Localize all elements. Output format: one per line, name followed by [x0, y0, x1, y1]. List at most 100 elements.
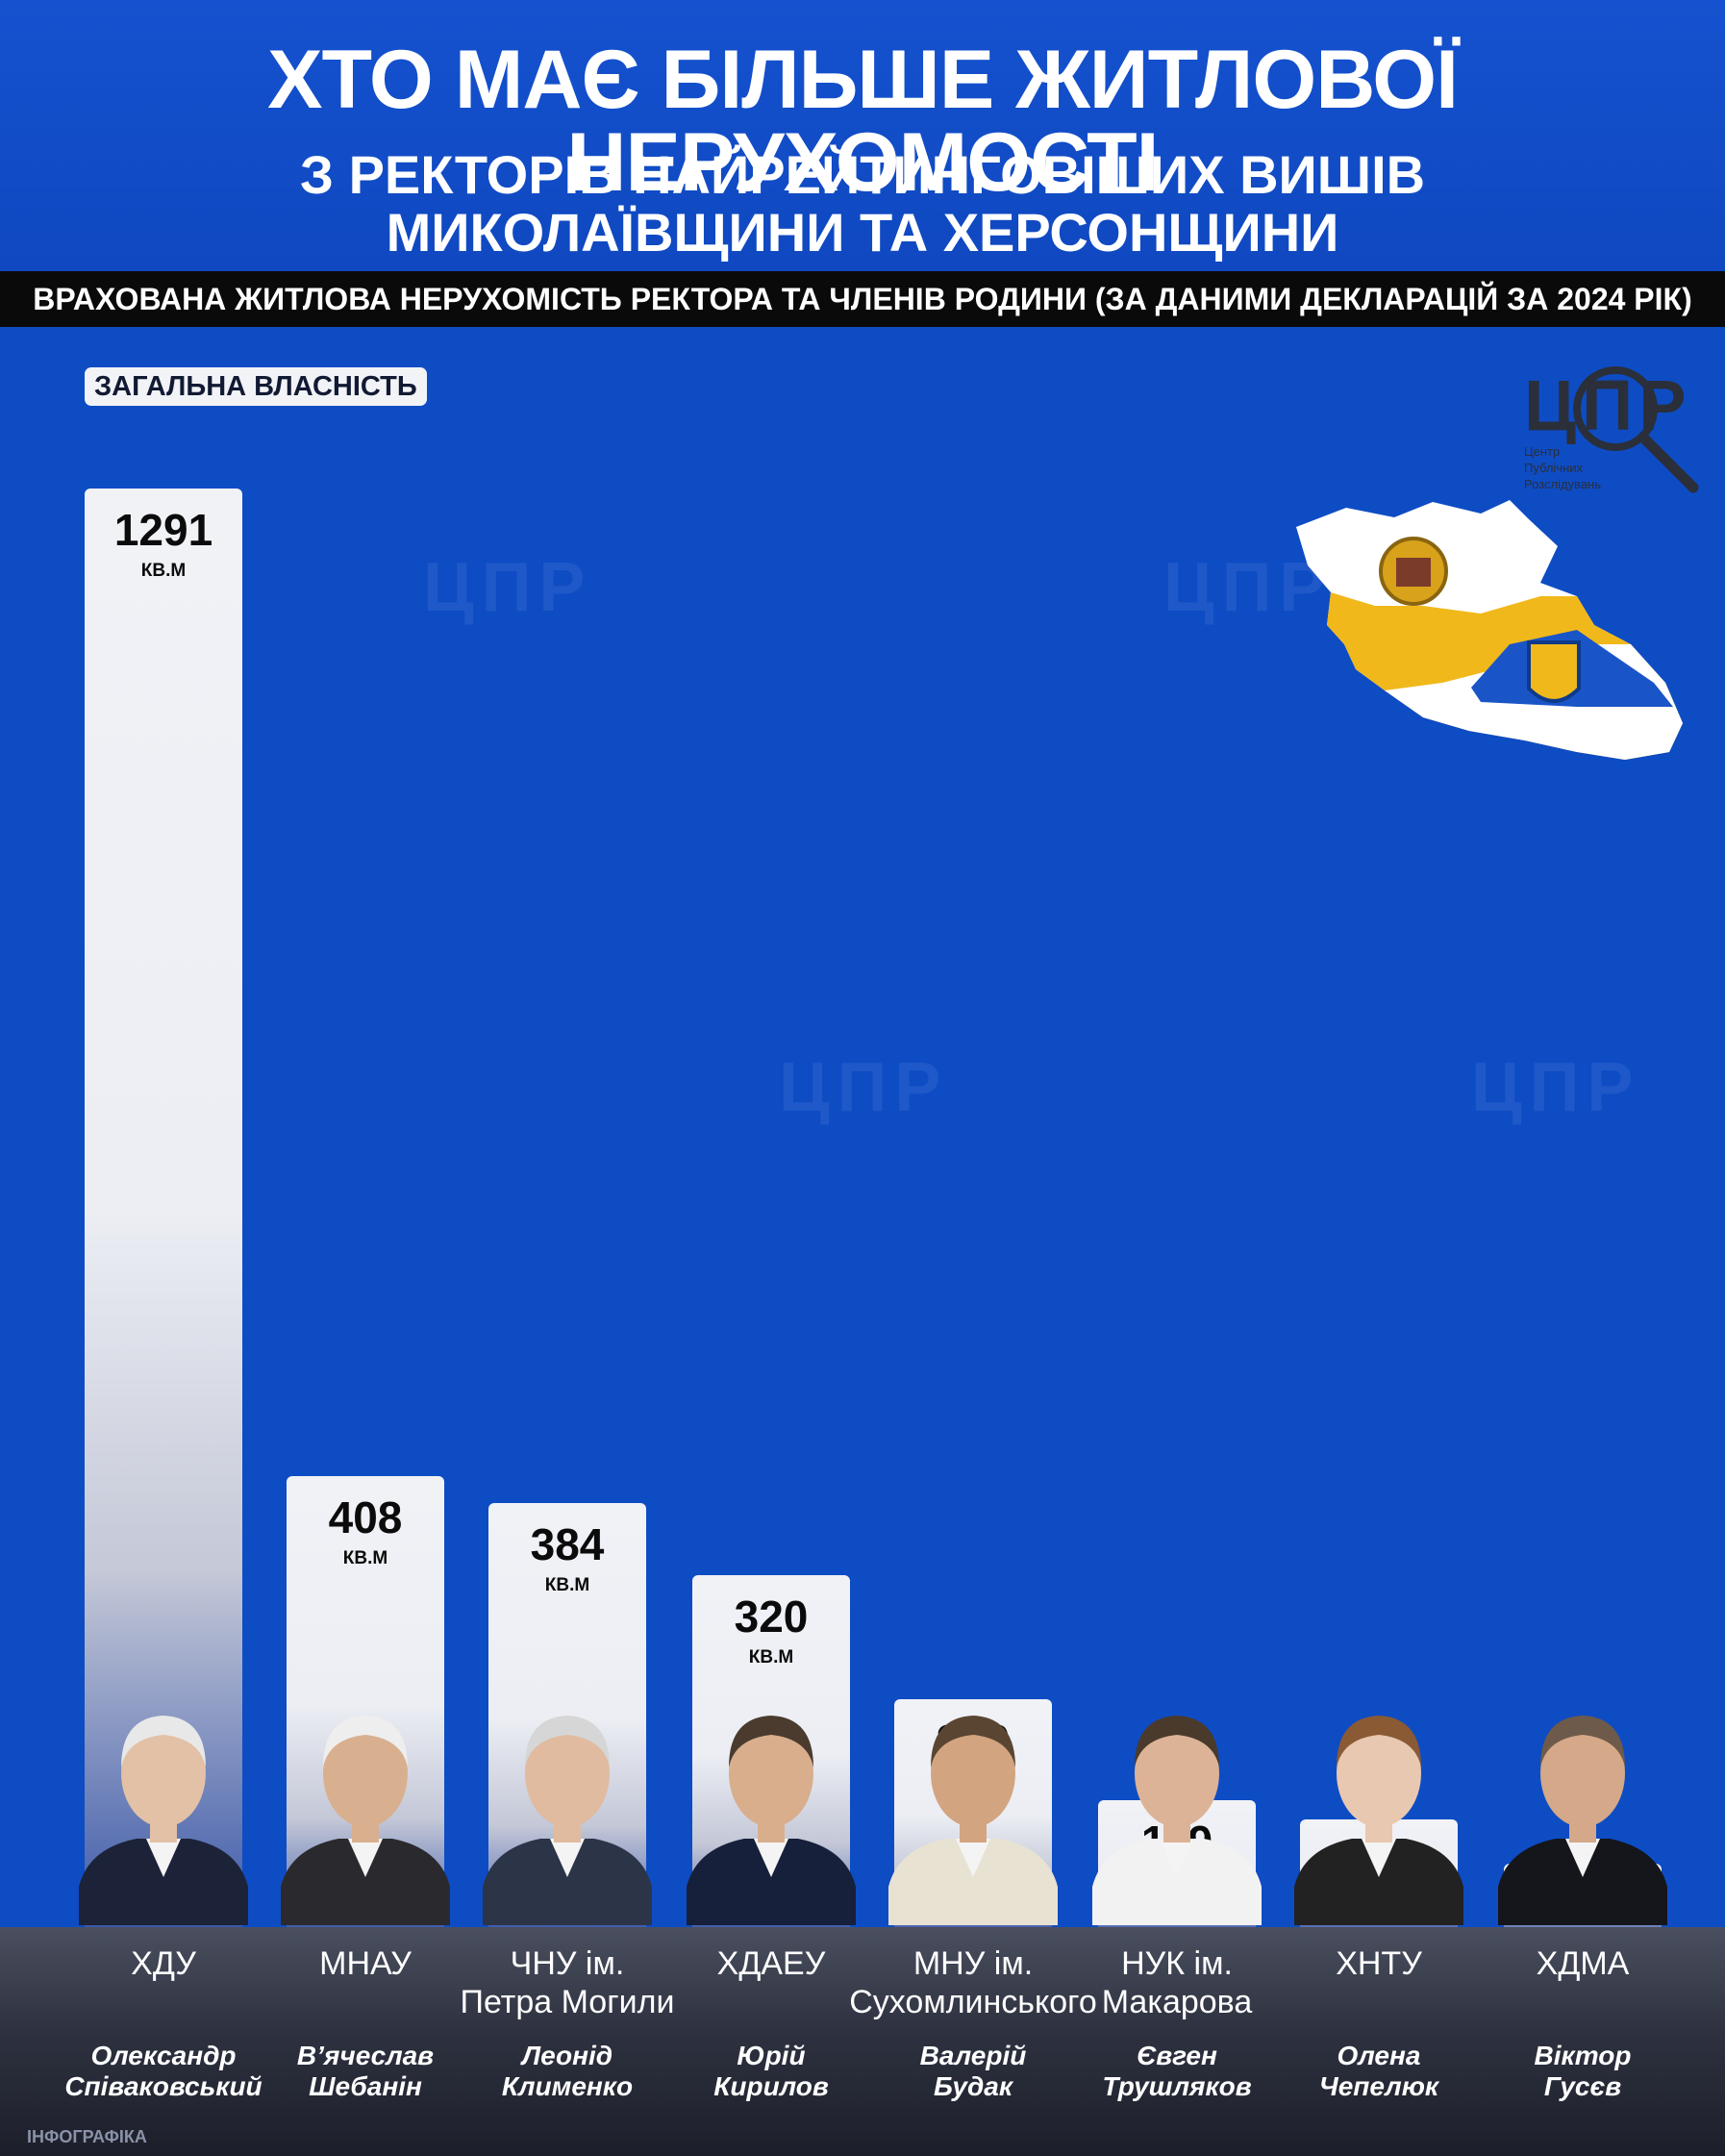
rector-first-name: Валерій [919, 2041, 1027, 2070]
rector-name: Віктор Гусєв [1458, 2041, 1708, 2102]
category-label-line-1: МНАУ [319, 1945, 412, 1982]
photo-face [931, 1719, 1015, 1827]
rector-photo [1294, 1716, 1463, 1925]
magnifier-icon [1573, 366, 1699, 493]
photo-hair [729, 1716, 813, 1767]
photo-torso [1498, 1839, 1667, 1925]
photo-hair [121, 1716, 206, 1767]
cpr-logo: ЦПР Центр Публічних Розслідувань [1524, 365, 1699, 493]
footer-band [0, 1927, 1725, 2156]
page-subtitle: З РЕКТОРІВ НАЙРЕЙТИНГОВІШИХ ВИШІВ МИКОЛА… [0, 146, 1725, 262]
rector-last-name: Співаковський [64, 2071, 262, 2101]
category-label: ХДУ [38, 1944, 288, 1983]
rector-photo [79, 1716, 248, 1925]
category-label: ЧНУ ім. Петра Могили [442, 1944, 692, 2021]
subtitle-line-2: МИКОЛАЇВЩИНИ ТА ХЕРСОНЩИНИ [386, 202, 1339, 263]
category-label-line-2: Сухомлинського [849, 1984, 1097, 2020]
data-label: 408 [328, 1492, 403, 1543]
photo-hair [1540, 1716, 1625, 1767]
subtitle-strip: ВРАХОВАНА ЖИТЛОВА НЕРУХОМІСТЬ РЕКТОРА ТА… [0, 271, 1725, 327]
photo-hair [323, 1716, 408, 1767]
rector-photo [281, 1716, 450, 1925]
logo-sub-1: Центр [1524, 444, 1561, 459]
rector-photo [483, 1716, 652, 1925]
photo-face [323, 1719, 408, 1827]
category-label: МНАУ [240, 1944, 490, 1983]
rector-name: Валерій Будак [848, 2041, 1098, 2102]
rector-name: Леонід Клименко [442, 2041, 692, 2102]
photo-face [121, 1719, 206, 1827]
photo-face [1337, 1719, 1421, 1827]
category-label-line-1: МНУ ім. [912, 1945, 1034, 1982]
data-label: 320 [734, 1591, 809, 1642]
rector-first-name: Юрій [737, 2041, 806, 2070]
photo-collar [1160, 1839, 1194, 1877]
photo-torso [79, 1839, 248, 1925]
category-label-line-1: ХНТУ [1336, 1945, 1422, 1982]
category-label: МНУ ім. Сухомлинського [848, 1944, 1098, 2021]
subtitle-line-1: З РЕКТОРІВ НАЙРЕЙТИНГОВІШИХ ВИШІВ [299, 144, 1426, 205]
category-label: НУК ім. Макарова [1052, 1944, 1302, 2021]
photo-hair [525, 1716, 610, 1767]
watermark: ЦПР [1163, 549, 1334, 626]
bar [85, 489, 242, 1933]
photo-collar [1565, 1839, 1600, 1877]
watermark: ЦПР [1471, 1049, 1641, 1126]
header: ХТО МАЄ БІЛЬШЕ ЖИТЛОВОЇ НЕРУХОМОСТІ З РЕ… [0, 0, 1725, 271]
rector-first-name: В’ячеслав [296, 2041, 435, 2070]
category-label-line-2: Макарова [1101, 1984, 1253, 2020]
category-label-line-1: ХДМА [1536, 1945, 1630, 1982]
rector-last-name: Кирилов [713, 2071, 829, 2101]
category-label: ХНТУ [1254, 1944, 1504, 1983]
rector-name: Олександр Співаковський [38, 2041, 288, 2102]
rector-photo [1092, 1716, 1262, 1925]
data-unit-label: КВ.М [140, 561, 187, 581]
rector-last-name: Чепелюк [1318, 2071, 1439, 2101]
photo-collar [146, 1839, 181, 1877]
photo-torso [1294, 1839, 1463, 1925]
ownership-badge: ЗАГАЛЬНА ВЛАСНІСТЬ [85, 367, 427, 406]
category-label: ХДАЕУ [646, 1944, 896, 1983]
rector-first-name: Олена [1337, 2041, 1421, 2070]
photo-hair [1135, 1716, 1219, 1767]
photo-torso [687, 1839, 856, 1925]
photo-face [525, 1719, 610, 1827]
photo-hair [1337, 1716, 1421, 1767]
photo-collar [550, 1839, 585, 1877]
rector-name: Євген Трушляков [1052, 2041, 1302, 2102]
rector-first-name: Олександр [90, 2041, 237, 2070]
logo-text: ЦПР [1524, 365, 1692, 445]
rector-photo [1498, 1716, 1667, 1925]
data-label: 384 [530, 1519, 605, 1570]
photo-collar [956, 1839, 990, 1877]
rector-photo [888, 1716, 1058, 1925]
category-label: ХДМА [1458, 1944, 1708, 1983]
rector-name: В’ячеслав Шебанін [240, 2041, 490, 2102]
photo-torso [483, 1839, 652, 1925]
logo-sub-2: Публічних [1524, 461, 1584, 475]
data-label: 1291 [113, 505, 213, 555]
page-title: ХТО МАЄ БІЛЬШЕ ЖИТЛОВОЇ НЕРУХОМОСТІ [267, 34, 1459, 209]
data-unit-label: КВ.М [544, 1575, 590, 1596]
category-label-line-2: Петра Могили [460, 1984, 675, 2020]
data-unit-label: КВ.М [748, 1646, 794, 1667]
watermark: ЦПР [779, 1049, 949, 1126]
photo-collar [348, 1839, 383, 1877]
rector-last-name: Шебанін [309, 2071, 422, 2101]
category-label-line-1: ХДУ [131, 1945, 196, 1982]
photo-face [1540, 1719, 1625, 1827]
region-map [1296, 500, 1683, 760]
photo-torso [888, 1839, 1058, 1925]
rector-photo [687, 1716, 856, 1925]
category-label-line-1: НУК ім. [1121, 1945, 1233, 1982]
rector-last-name: Трушляков [1102, 2071, 1252, 2101]
rector-first-name: Леонід [521, 2041, 613, 2070]
photo-hair [931, 1716, 1015, 1767]
data-unit-label: КВ.М [342, 1548, 388, 1569]
photo-torso [1092, 1839, 1262, 1925]
category-label-line-1: ЧНУ ім. [510, 1945, 625, 1982]
rector-last-name: Будак [933, 2071, 1013, 2101]
rector-name: Юрій Кирилов [646, 2041, 896, 2102]
watermark: ЦПР [423, 549, 593, 626]
